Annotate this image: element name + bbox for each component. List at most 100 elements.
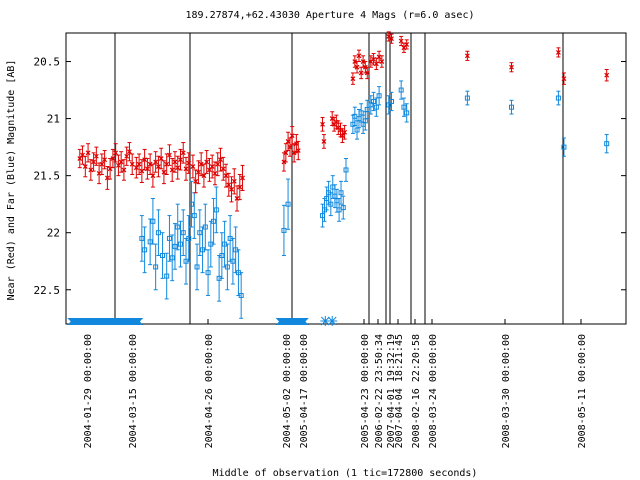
data-point: [293, 141, 299, 147]
data-point: [343, 167, 349, 173]
data-point: [213, 207, 219, 213]
data-point: [178, 157, 183, 163]
data-point: [110, 156, 116, 161]
data-point: [371, 98, 377, 104]
data-point: [102, 157, 108, 163]
data-point: [190, 164, 196, 169]
data-point: [220, 166, 226, 172]
data-point: [194, 264, 200, 270]
near-red-series: [77, 31, 610, 212]
data-point: [212, 170, 218, 176]
x-tick-label: 2004-03-15 00:00:00: [128, 334, 139, 448]
data-point: [240, 175, 245, 181]
x-tick-label: 2005-04-23 00:00:00: [360, 334, 371, 448]
data-point: [209, 164, 215, 169]
data-point: [320, 121, 325, 127]
data-point: [289, 133, 295, 139]
data-point: [604, 72, 610, 78]
data-point: [464, 53, 470, 59]
data-point: [189, 201, 195, 207]
data-point: [389, 98, 395, 104]
data-point: [404, 110, 410, 116]
data-point: [175, 224, 181, 230]
data-point: [386, 102, 392, 108]
data-point: [155, 230, 161, 236]
data-point: [328, 201, 334, 207]
data-point: [291, 150, 297, 156]
data-point: [561, 76, 567, 82]
data-point: [555, 95, 561, 101]
data-point: [287, 144, 293, 150]
data-point: [555, 49, 561, 55]
data-point: [509, 104, 515, 110]
data-point: [150, 218, 156, 224]
x-tick-label: 2008-03-30 00:00:00: [501, 334, 512, 448]
data-point: [356, 53, 362, 59]
data-point: [180, 230, 186, 236]
data-point: [398, 87, 404, 93]
data-point: [155, 164, 161, 169]
x-axis-ticks: 2004-01-29 00:00:00 2004-03-15 00:00:00 20…: [83, 319, 588, 448]
data-point: [85, 150, 91, 156]
data-point: [237, 184, 243, 190]
data-point: [339, 133, 345, 139]
data-point: [186, 235, 192, 241]
data-point: [295, 148, 301, 153]
x-tick-label: 2008-02-16 22:20:58: [411, 334, 422, 448]
data-point: [147, 161, 153, 167]
data-point: [160, 253, 166, 259]
x-tick-label: 2007-04-01 19:32:19: [386, 334, 397, 448]
data-point: [464, 95, 470, 101]
observation-triangle-marker: [294, 318, 309, 325]
data-point: [169, 255, 175, 261]
data-point: [118, 159, 124, 165]
bottom-observation-markers: [67, 316, 338, 326]
data-point: [183, 166, 189, 172]
y-tick-label: 21.5: [34, 170, 61, 183]
data-point: [161, 169, 167, 175]
data-point: [166, 235, 172, 241]
x-tick-label: 2007-04-04 18:21:45: [394, 334, 405, 448]
data-point: [360, 59, 366, 64]
y-tick-label: 20.5: [34, 56, 61, 69]
observation-star-marker: [320, 316, 331, 326]
data-point: [364, 106, 370, 112]
data-point: [379, 59, 385, 64]
data-point: [354, 64, 360, 70]
data-point: [230, 258, 236, 264]
data-point: [177, 241, 183, 247]
data-point: [373, 104, 379, 110]
data-point: [93, 153, 99, 159]
data-point: [175, 165, 181, 171]
x-axis-label: Middle of observation (1 tic=172800 seco…: [213, 468, 478, 479]
data-point: [169, 167, 175, 173]
data-point: [215, 161, 221, 167]
data-point: [561, 144, 567, 150]
data-point: [224, 264, 230, 270]
data-point: [368, 102, 374, 108]
data-point: [121, 167, 127, 173]
observation-triangle-marker: [129, 318, 144, 325]
data-point: [167, 152, 172, 158]
data-point: [195, 169, 201, 175]
x-tick-label: 2004-04-26 00:00:00: [204, 334, 215, 448]
data-point: [281, 227, 287, 233]
data-point: [193, 178, 199, 184]
data-point: [338, 190, 344, 196]
data-point: [139, 235, 145, 241]
data-point: [509, 64, 514, 70]
y-tick-label: 22: [47, 227, 60, 240]
data-point: [285, 201, 291, 207]
data-point: [136, 161, 142, 167]
x-tick-label: 2004-05-02 00:00:00: [282, 334, 293, 448]
chart-title: 189.27874,+62.43030 Aperture 4 Mags (r=6…: [186, 10, 475, 21]
data-point: [158, 156, 164, 161]
data-point: [202, 224, 208, 230]
data-point: [99, 161, 105, 167]
data-point: [113, 150, 119, 156]
data-point: [142, 247, 148, 253]
data-point: [124, 153, 130, 159]
data-point: [604, 141, 610, 147]
x-tick-label: 2006-02-22 23:50:34: [374, 334, 385, 448]
data-point: [180, 150, 186, 156]
